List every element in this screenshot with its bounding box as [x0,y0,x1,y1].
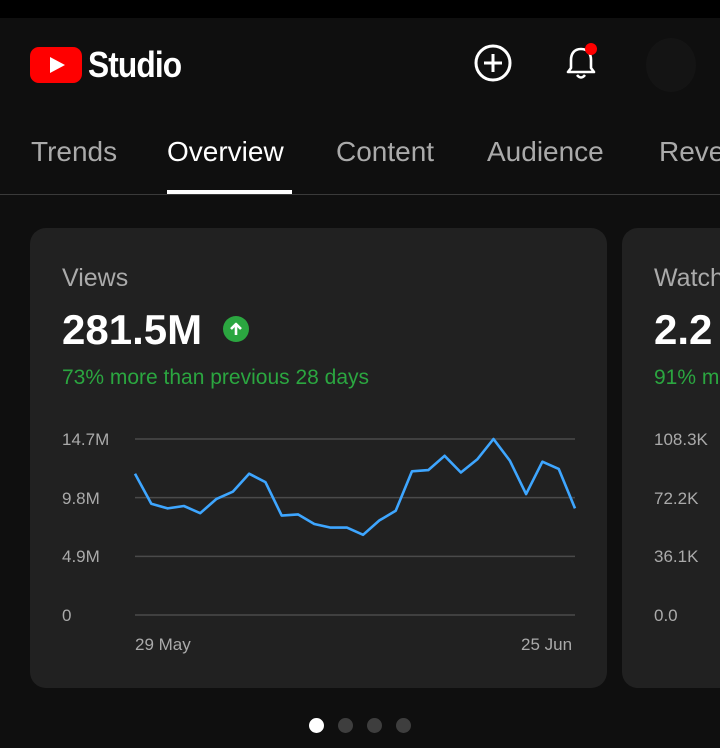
metric-value: 281.5M [62,306,203,353]
y-tick-label: 14.7M [62,430,110,449]
y-tick-label: 108.3K [654,430,708,449]
create-button[interactable] [472,42,514,84]
tab-audience[interactable]: Audience [487,136,604,167]
app-header: Studio [0,18,720,112]
pager-dot[interactable] [309,718,324,733]
youtube-play-icon [30,47,82,83]
y-tick-label: 4.9M [62,547,100,566]
metric-comparison: 73% more than previous 28 days [62,366,370,389]
y-tick-label: 0 [62,606,72,625]
tab-revenue[interactable]: Reve [659,136,720,167]
tab-overview[interactable]: Overview [167,136,284,167]
pager-dot[interactable] [367,718,382,733]
tab-trends[interactable]: Trends [31,136,118,167]
x-tick-label: 29 May [135,635,191,654]
metric-value: 2.2 [654,306,713,353]
views-chart [133,437,577,616]
metric-label: Watch [654,264,720,292]
watch-time-card[interactable]: Watch 2.2 91% mo 108.3K 72.2K 36.1K 0.0 [622,228,720,688]
trend-up-icon [223,316,249,342]
studio-logo[interactable]: Studio [30,44,194,85]
x-tick-label: 25 Jun [521,635,573,654]
y-tick-label: 36.1K [654,547,699,566]
logo-text: Studio [88,44,182,85]
pager-dot[interactable] [338,718,353,733]
metric-comparison: 91% mo [654,366,720,389]
y-tick-label: 9.8M [62,489,100,508]
metric-label: Views [62,264,129,292]
views-card[interactable]: Views 281.5M 73% more than previous 28 d… [30,228,607,688]
tab-content[interactable]: Content [336,136,435,167]
series-line [133,437,577,537]
tab-bar: Trends Overview Content Audience Reve [0,112,720,195]
pager-dot[interactable] [396,718,411,733]
y-tick-label: 72.2K [654,489,699,508]
avatar[interactable] [646,38,696,92]
card-pager [0,718,720,736]
active-tab-indicator [167,190,292,194]
status-bar [0,0,720,18]
add-circle-icon [474,44,512,82]
y-tick-label: 0.0 [654,606,678,625]
notification-badge [585,43,597,55]
